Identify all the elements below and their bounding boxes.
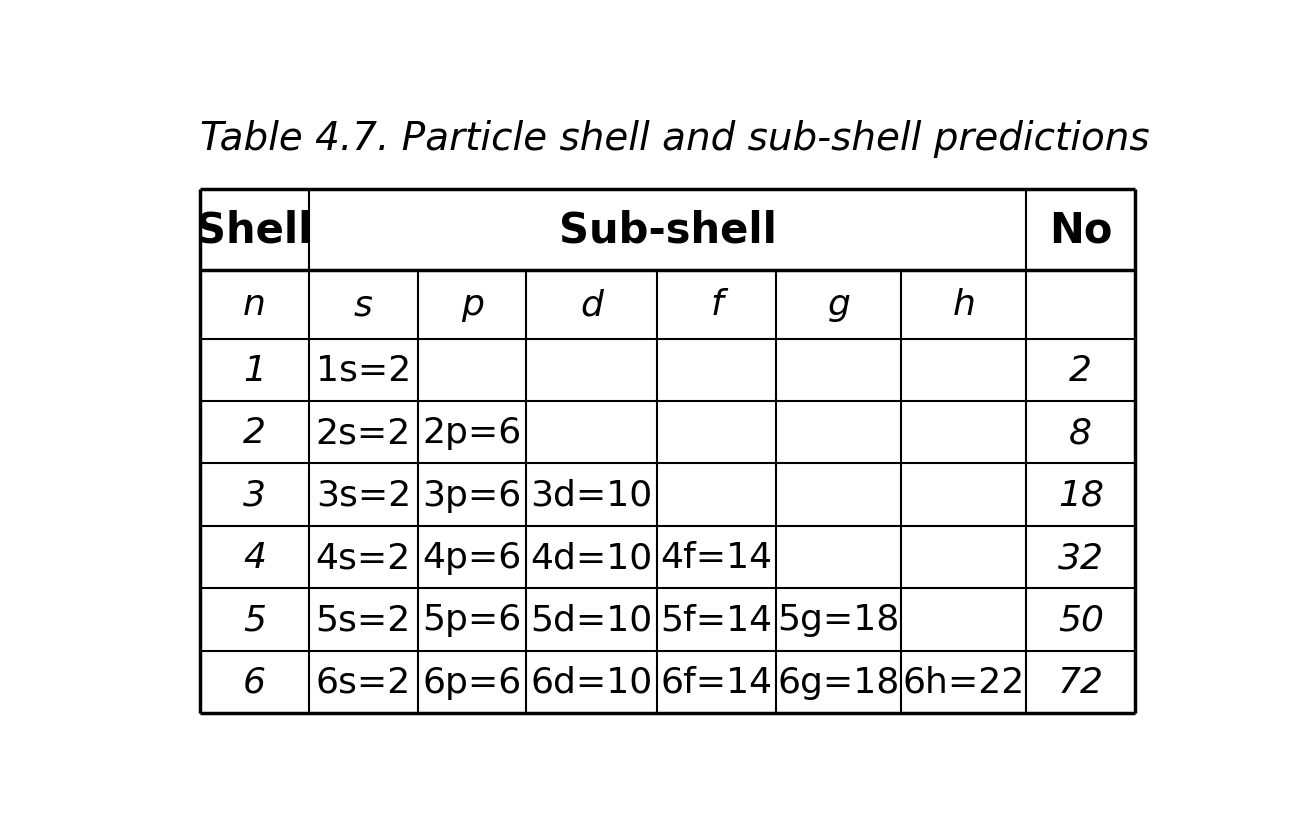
Text: 6f=14: 6f=14 <box>660 665 773 699</box>
Text: 5f=14: 5f=14 <box>660 603 773 636</box>
Text: 3s=2: 3s=2 <box>315 478 411 512</box>
Text: s: s <box>354 288 372 322</box>
Text: Sub-shell: Sub-shell <box>559 209 777 251</box>
Text: 4p=6: 4p=6 <box>423 541 521 574</box>
Text: 1: 1 <box>243 354 266 387</box>
Text: 6d=10: 6d=10 <box>530 665 652 699</box>
Text: 6g=18: 6g=18 <box>778 665 900 699</box>
Text: 6p=6: 6p=6 <box>423 665 521 699</box>
Text: Shell: Shell <box>196 209 313 251</box>
Text: p: p <box>460 288 484 322</box>
Text: 50: 50 <box>1058 603 1104 636</box>
Text: n: n <box>244 288 266 322</box>
Text: No: No <box>1049 209 1113 251</box>
Text: 32: 32 <box>1058 541 1104 574</box>
Text: d: d <box>580 288 603 322</box>
Text: 3p=6: 3p=6 <box>423 478 521 512</box>
Text: 3: 3 <box>243 478 266 512</box>
Text: 2: 2 <box>1069 354 1092 387</box>
Text: 6s=2: 6s=2 <box>315 665 411 699</box>
Text: 2p=6: 2p=6 <box>423 416 521 450</box>
Text: 5p=6: 5p=6 <box>423 603 521 636</box>
Text: 6: 6 <box>243 665 266 699</box>
Text: 6h=22: 6h=22 <box>903 665 1025 699</box>
Text: 4d=10: 4d=10 <box>530 541 652 574</box>
Text: 5: 5 <box>243 603 266 636</box>
Text: h: h <box>952 288 975 322</box>
Text: 72: 72 <box>1058 665 1104 699</box>
Text: 5g=18: 5g=18 <box>778 603 900 636</box>
Text: 1s=2: 1s=2 <box>315 354 411 387</box>
Text: Table 4.7. Particle shell and sub-shell predictions: Table 4.7. Particle shell and sub-shell … <box>200 120 1150 158</box>
Text: g: g <box>827 288 851 322</box>
Text: 8: 8 <box>1069 416 1092 450</box>
Text: 18: 18 <box>1058 478 1104 512</box>
Text: f: f <box>711 288 722 322</box>
Text: 4: 4 <box>243 541 266 574</box>
Text: 5d=10: 5d=10 <box>530 603 652 636</box>
Text: 3d=10: 3d=10 <box>530 478 652 512</box>
Text: 2: 2 <box>243 416 266 450</box>
Text: 4f=14: 4f=14 <box>660 541 773 574</box>
Text: 4s=2: 4s=2 <box>315 541 411 574</box>
Text: 5s=2: 5s=2 <box>315 603 411 636</box>
Text: 2s=2: 2s=2 <box>315 416 411 450</box>
